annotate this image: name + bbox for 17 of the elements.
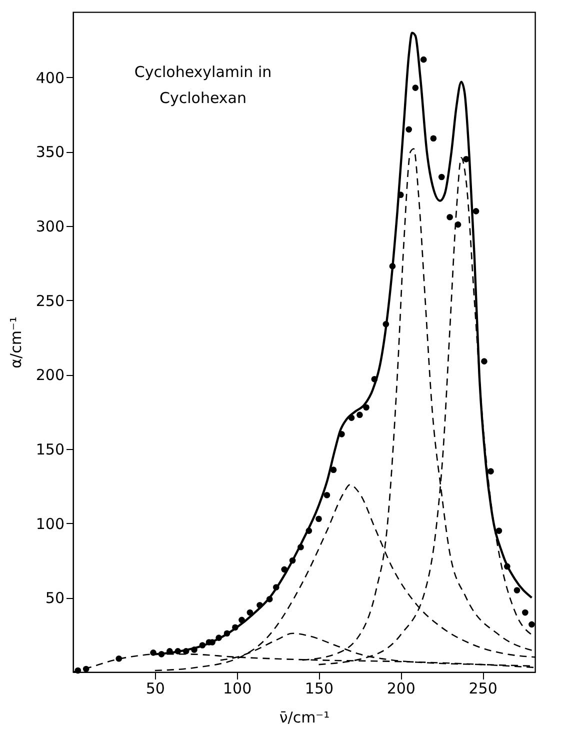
- y-tick-label: 150: [36, 440, 64, 459]
- y-tick-label: 400: [36, 68, 64, 87]
- x-tick-label: 200: [386, 680, 416, 698]
- annotation: Cyclohexylamin in: [134, 63, 272, 81]
- y-tick-label: 350: [36, 143, 64, 162]
- y-axis-title: α/cm⁻¹: [6, 316, 25, 368]
- y-tick-label: 100: [36, 514, 64, 533]
- y-tick-label: 300: [36, 218, 64, 236]
- x-tick-label: 150: [304, 680, 334, 698]
- annotation: Cyclohexan: [160, 89, 246, 107]
- y-tick-label: 200: [36, 366, 64, 384]
- x-tick-label: 50: [146, 680, 165, 698]
- y-tick-label: 50: [45, 589, 64, 608]
- x-tick-label: 100: [223, 680, 252, 698]
- x-tick-label: 250: [468, 680, 498, 698]
- x-axis-title: ν̄/cm⁻¹: [279, 708, 330, 726]
- y-tick-label: 250: [36, 292, 64, 310]
